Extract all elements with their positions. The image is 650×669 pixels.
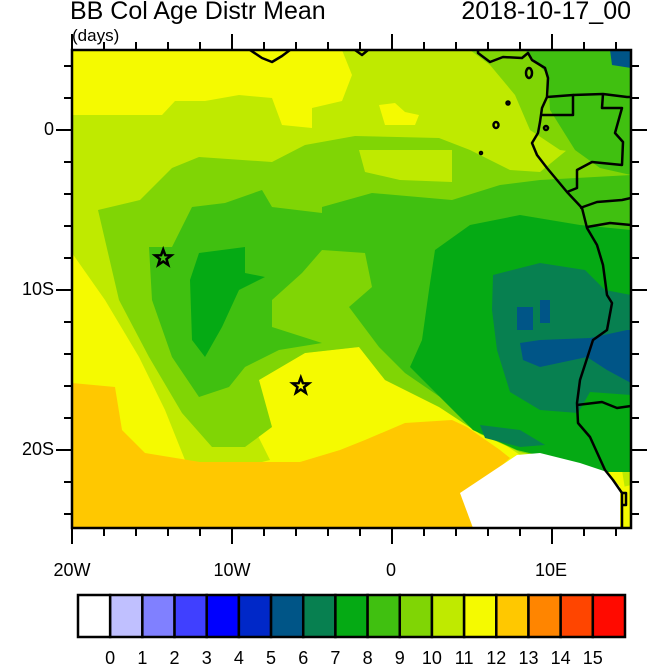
level-9-land	[525, 50, 631, 175]
level-7-strip	[480, 425, 545, 447]
colorbar	[76, 593, 627, 639]
colorbar-box	[173, 593, 208, 639]
level-6-region	[520, 330, 631, 383]
colorbar-box	[366, 593, 402, 639]
level-0-region	[460, 453, 620, 528]
date-label: 2018-10-17_00	[461, 0, 631, 25]
level-6-patch	[540, 300, 550, 323]
colorbar-label: 15	[582, 648, 603, 668]
colorbar-label: 1	[137, 648, 148, 668]
colorbar-box	[398, 593, 434, 639]
colorbar-box	[76, 593, 112, 639]
contour-field	[72, 50, 631, 528]
coastlines-borders	[249, 50, 631, 528]
colorbar-box	[237, 593, 273, 639]
units-label: (days)	[72, 26, 120, 45]
colorbar-label: 3	[201, 648, 212, 668]
island	[505, 100, 511, 106]
colorbar-box	[269, 593, 305, 639]
level-6-corner	[610, 50, 631, 68]
colorbar-label: 11	[454, 648, 474, 668]
colorbar-box	[301, 593, 337, 639]
lon-label-10w: 10W	[213, 560, 251, 580]
level-11-patch	[359, 150, 452, 182]
colorbar-label: 6	[298, 648, 309, 668]
country-border	[249, 50, 291, 64]
colorbar-label: 12	[486, 648, 507, 668]
country-border	[622, 491, 628, 507]
level-12-patch	[379, 103, 419, 125]
level-13-region	[72, 383, 510, 528]
lat-label-0: 0	[43, 119, 54, 139]
lon-label-0: 0	[385, 560, 397, 580]
island	[542, 124, 550, 132]
plot-title: BB Col Age Distr Mean	[70, 0, 326, 25]
colorbar-label: 7	[330, 648, 341, 668]
colorbar-box	[559, 593, 595, 639]
level-6-patch	[517, 307, 533, 330]
level-8-region-west	[190, 247, 265, 357]
level-7-region	[492, 263, 631, 413]
colorbar-label: 14	[550, 648, 571, 668]
colorbar-box	[108, 593, 144, 639]
country-border	[542, 93, 575, 117]
colorbar-label: 0	[105, 648, 116, 668]
colorbar-label: 8	[362, 648, 373, 668]
country-border	[586, 221, 631, 229]
colorbar-label: 10	[421, 648, 442, 668]
lon-label-20w: 20W	[53, 560, 91, 580]
colorbar-label: 2	[169, 648, 180, 668]
colorbar-box	[205, 593, 241, 639]
level-12-region-north	[72, 50, 352, 128]
colorbar-box	[462, 593, 498, 639]
colorbar-box	[430, 593, 466, 639]
colorbar-box	[334, 593, 369, 639]
colorbar-label: 4	[233, 648, 244, 668]
markers	[151, 245, 313, 396]
country-border	[576, 400, 631, 410]
colorbar-box	[527, 593, 562, 639]
lon-label-10e: 10E	[534, 560, 568, 580]
island	[524, 66, 534, 80]
colorbar-box	[495, 593, 530, 639]
country-border	[579, 196, 631, 210]
star-icon	[289, 373, 313, 396]
country-border	[354, 50, 369, 57]
country-border	[572, 92, 631, 99]
island	[478, 150, 484, 156]
axis-ticks	[56, 34, 647, 544]
country-border	[566, 93, 625, 194]
colorbar-box	[591, 593, 627, 639]
island	[492, 120, 500, 130]
star-icon	[151, 245, 175, 268]
colorbar-label: 9	[394, 648, 405, 668]
lat-label-20s: 20S	[21, 439, 54, 459]
lat-label-10s: 10S	[21, 279, 54, 299]
colorbar-box	[141, 593, 176, 639]
colorbar-label: 5	[266, 648, 277, 668]
colorbar-label: 13	[518, 648, 539, 668]
